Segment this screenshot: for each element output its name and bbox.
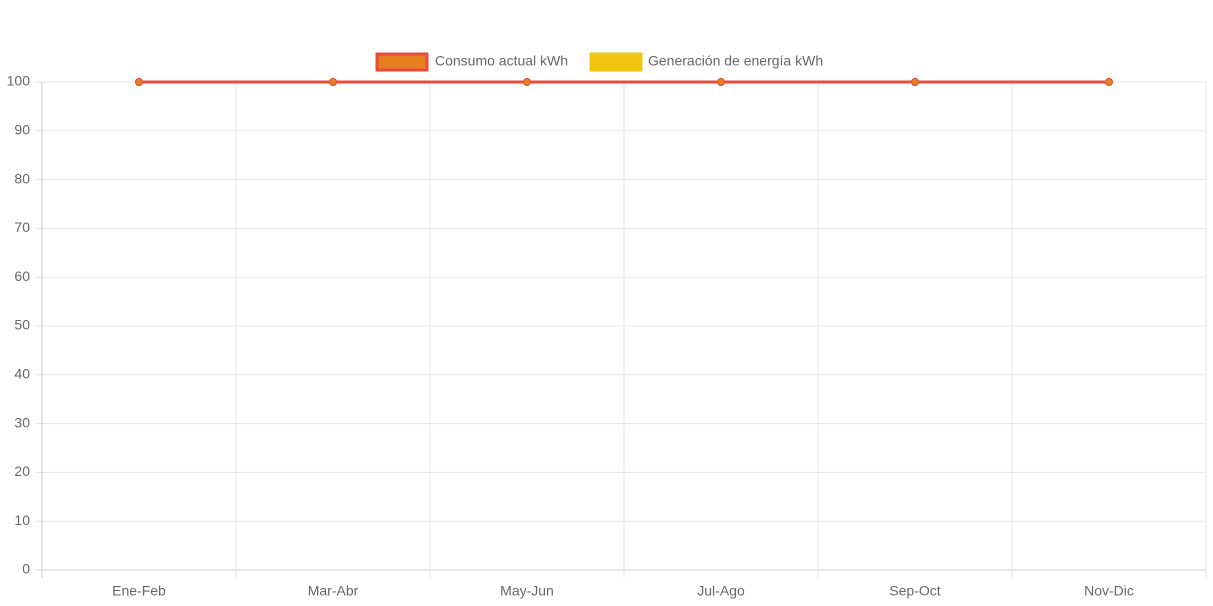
legend-swatch[interactable] [375, 52, 429, 72]
data-point [717, 78, 725, 86]
y-tick-label: 0 [22, 561, 30, 577]
x-tick-label: Jul-Ago [697, 583, 745, 599]
y-tick-label: 50 [14, 317, 30, 333]
legend-label[interactable]: Generación de energía kWh [648, 53, 823, 69]
x-tick-label: Ene-Feb [112, 583, 166, 599]
x-tick-label: May-Jun [500, 583, 554, 599]
y-tick-label: 90 [14, 122, 30, 138]
x-tick-label: Nov-Dic [1084, 583, 1134, 599]
legend-label[interactable]: Consumo actual kWh [435, 53, 568, 69]
y-tick-label: 40 [14, 366, 30, 382]
y-tick-label: 20 [14, 463, 30, 479]
data-point [329, 78, 337, 86]
y-tick-label: 30 [14, 414, 30, 430]
data-point [523, 78, 531, 86]
y-tick-label: 70 [14, 219, 30, 235]
y-tick-label: 80 [14, 170, 30, 186]
data-point [911, 78, 919, 86]
x-tick-label: Sep-Oct [889, 583, 940, 599]
y-tick-label: 10 [14, 512, 30, 528]
x-tick-label: Mar-Abr [308, 583, 359, 599]
legend-swatch[interactable] [589, 52, 643, 72]
y-tick-label: 60 [14, 268, 30, 284]
y-tick-label: 100 [7, 73, 31, 89]
data-point [1105, 78, 1113, 86]
data-point [135, 78, 143, 86]
